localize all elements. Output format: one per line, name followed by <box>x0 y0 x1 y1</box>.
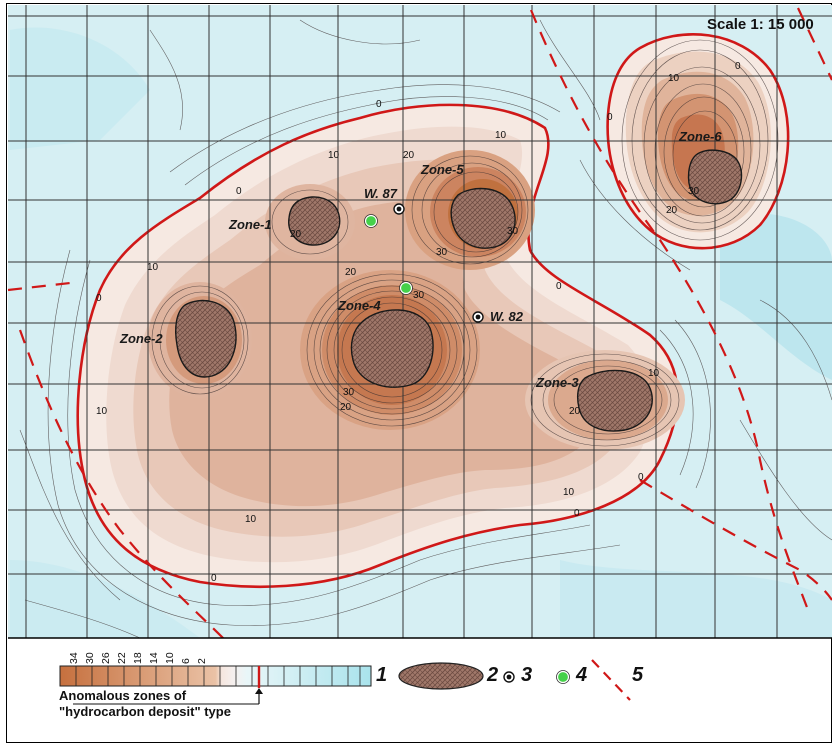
fault-lines <box>8 7 832 638</box>
legend-item-number-2: 2 <box>487 664 499 686</box>
contour-label: 0 <box>376 99 382 110</box>
zone-ellipse-6 <box>687 149 743 205</box>
legend-hatched-ellipse <box>398 662 484 690</box>
zone-label-4: Zone-4 <box>338 298 381 313</box>
contour-lines <box>19 19 832 638</box>
legend-tick-label: 26 <box>100 652 112 664</box>
contour-label: 10 <box>563 487 575 498</box>
contour-label: 10 <box>96 406 108 417</box>
well-label-w87: W. 87 <box>364 186 397 201</box>
legend-tick-label: 30 <box>84 652 96 664</box>
map-area <box>8 5 832 638</box>
contour-label: 0 <box>211 573 217 584</box>
map-scale: Scale 1: 15 000 <box>707 16 814 33</box>
well-label-w82: W. 82 <box>490 309 523 324</box>
legend-green-well <box>556 670 570 684</box>
zone-ellipse-2 <box>175 299 237 378</box>
contour-label: 0 <box>638 472 644 483</box>
legend-caption-line1: Anomalous zones of <box>59 688 187 703</box>
legend-item-number-3: 3 <box>521 664 533 686</box>
legend-item-number-4: 4 <box>576 664 588 686</box>
legend-item-number-5: 5 <box>632 664 644 686</box>
zone-ellipse-1 <box>288 196 341 246</box>
contour-label: 20 <box>290 229 302 240</box>
zone-ellipses <box>175 149 743 432</box>
legend-graphics <box>59 659 631 705</box>
legend-tick-label: 18 <box>132 652 144 664</box>
background-tint-patches <box>10 27 832 638</box>
contour-label: 0 <box>96 293 102 304</box>
contour-label: 30 <box>507 226 519 237</box>
zone-ellipse-3 <box>576 369 653 432</box>
zone-label-6: Zone-6 <box>679 129 722 144</box>
zone-ellipse-5 <box>450 187 516 249</box>
contour-label: 10 <box>668 73 680 84</box>
legend-color-scale <box>59 665 372 687</box>
contour-label: 30 <box>688 186 700 197</box>
contour-label: 10 <box>245 514 257 525</box>
zone-label-5: Zone-5 <box>421 162 464 177</box>
legend-caption-line2: "hydrocarbon deposit" type <box>59 704 231 719</box>
contour-label: 10 <box>328 150 340 161</box>
map-grid <box>8 5 832 638</box>
zone-label-3: Zone-3 <box>536 375 579 390</box>
legend-tick-label: 10 <box>164 652 176 664</box>
contour-label: 20 <box>569 406 581 417</box>
zone-ellipse-4 <box>350 309 434 388</box>
legend-tick-label: 6 <box>180 658 192 664</box>
zone-label-1: Zone-1 <box>229 217 272 232</box>
contour-label: 0 <box>236 186 242 197</box>
contour-label: 10 <box>495 130 507 141</box>
legend-tick-label: 2 <box>196 658 208 664</box>
contour-label: 30 <box>343 387 355 398</box>
contour-label: 30 <box>436 247 448 258</box>
contour-label: 10 <box>147 262 159 273</box>
contour-label: 20 <box>345 267 357 278</box>
projected-well-1-marker <box>364 214 378 228</box>
legend-tick-label: 14 <box>148 652 160 664</box>
legend-fault-line <box>591 659 631 701</box>
legend-item-number-1: 1 <box>376 664 388 686</box>
contour-label: 0 <box>735 61 741 72</box>
contour-label: 20 <box>340 402 352 413</box>
contour-label: 30 <box>413 290 425 301</box>
contour-label: 20 <box>403 150 415 161</box>
legend-tick-label: 34 <box>68 652 80 664</box>
contour-label: 20 <box>666 205 678 216</box>
legend-tick-label: 22 <box>116 652 128 664</box>
wells <box>364 203 484 323</box>
contour-label: 10 <box>648 368 660 379</box>
zone-label-2: Zone-2 <box>120 331 163 346</box>
contour-label: 0 <box>556 281 562 292</box>
contour-label: 0 <box>574 508 580 519</box>
contour-label: 0 <box>607 112 613 123</box>
projected-well-2-marker <box>399 281 413 295</box>
